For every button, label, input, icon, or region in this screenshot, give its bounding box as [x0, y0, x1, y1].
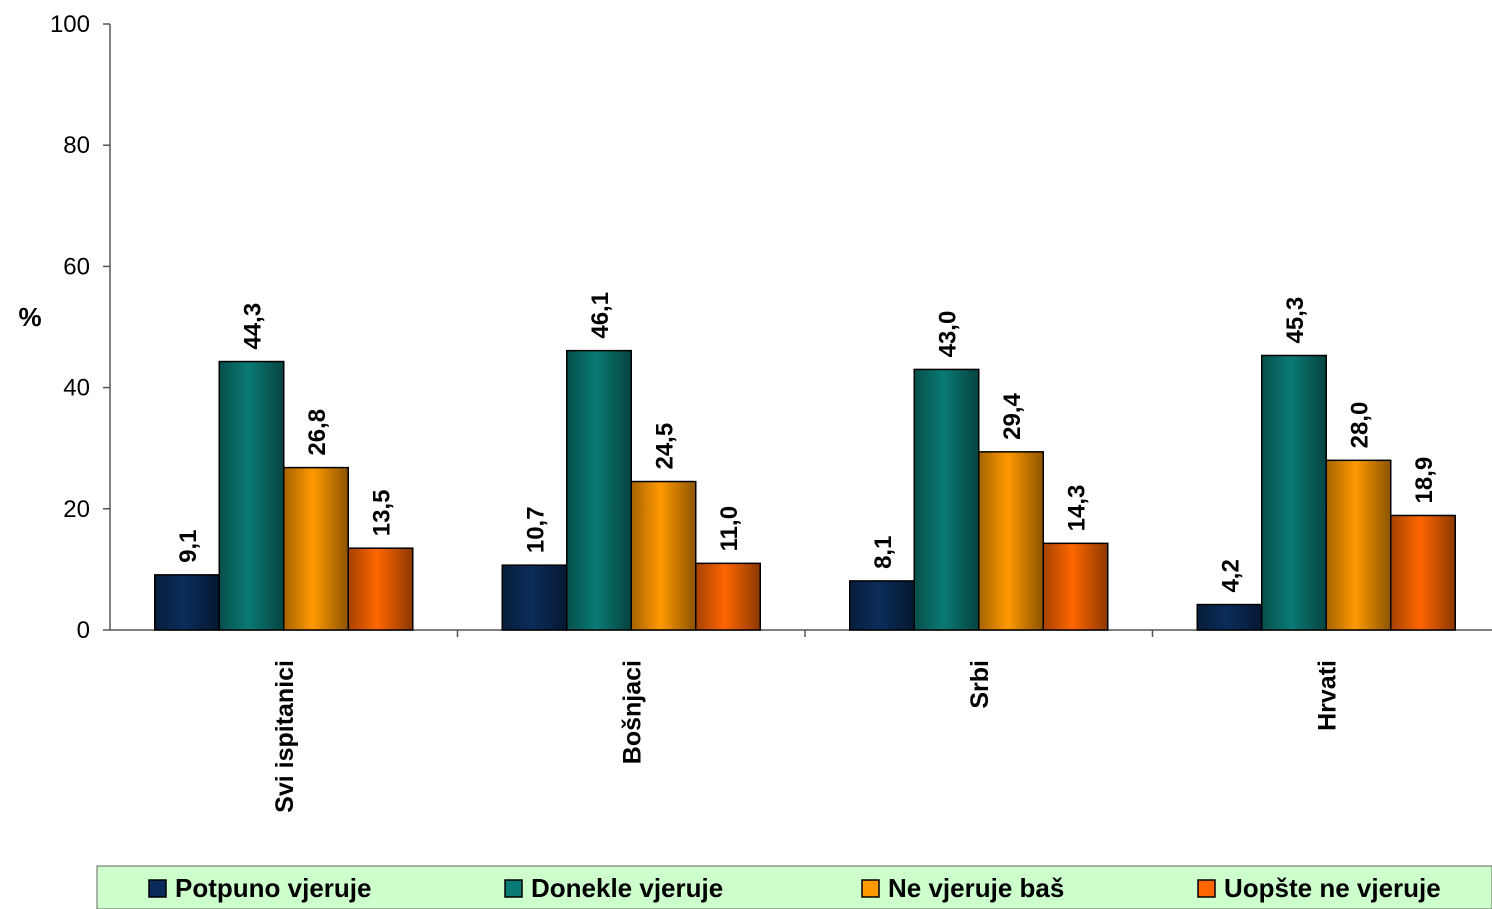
data-labels: 9,1 44,3 26,8 13,5 10,7 46,1 24,5 11,0 8,1 43,0 29…	[175, 292, 1438, 593]
data-label: 43,0	[935, 311, 962, 358]
data-label: 29,4	[999, 392, 1026, 439]
legend-label: Potpuno vjeruje	[175, 873, 371, 903]
category-label: Bošnjaci	[618, 660, 646, 764]
bar-srbi-series-1	[849, 580, 915, 631]
legend-box	[96, 865, 1492, 909]
legend-swatch	[148, 879, 167, 898]
y-tick-label: 60	[63, 253, 90, 280]
data-label: 4,2	[1218, 559, 1245, 592]
data-label: 45,3	[1282, 297, 1309, 344]
bar-svi-ispitanici-series-2	[218, 360, 285, 631]
bar-hrvati-series-3	[1325, 459, 1392, 631]
y-tick-label: 0	[77, 617, 90, 644]
y-tick-label: 40	[63, 375, 90, 402]
legend-label: Donekle vjeruje	[531, 873, 723, 903]
legend-label: Uopšte ne vjeruje	[1224, 873, 1441, 903]
bar-srbi-series-3	[978, 451, 1044, 631]
data-label: 18,9	[1411, 457, 1438, 504]
y-axis-label: %	[18, 302, 41, 332]
category-label: Srbi	[966, 660, 994, 709]
bar-hrvati-series-1	[1196, 603, 1263, 631]
category-label: Hrvati	[1313, 660, 1341, 731]
bar-bo-njaci-series-1	[501, 564, 568, 631]
bar-bo-njaci-series-2	[566, 349, 632, 631]
data-label: 28,0	[1347, 402, 1374, 449]
bar-hrvati-series-4	[1390, 514, 1456, 631]
legend-swatch	[504, 879, 523, 898]
data-label: 24,5	[652, 423, 679, 470]
data-label: 13,5	[369, 489, 396, 536]
y-tick-label: 20	[63, 496, 90, 523]
data-label: 46,1	[587, 292, 614, 339]
legend-label: Ne vjeruje baš	[888, 873, 1064, 903]
bar-srbi-series-4	[1042, 542, 1109, 631]
bar-srbi-series-2	[913, 368, 980, 631]
bar-bo-njaci-series-3	[630, 480, 697, 631]
data-label: 44,3	[240, 303, 267, 350]
bars	[154, 349, 1456, 631]
data-label: 11,0	[716, 506, 743, 551]
category-label: Svi ispitanici	[271, 660, 299, 813]
bar-svi-ispitanici-series-4	[347, 547, 414, 631]
bar-bo-njaci-series-4	[695, 562, 761, 631]
bar-svi-ispitanici-series-1	[154, 574, 220, 631]
data-label: 26,8	[304, 409, 331, 456]
data-label: 9,1	[175, 529, 202, 562]
legend: Potpuno vjeruje Donekle vjeruje Ne vjeruje…	[96, 865, 1492, 909]
data-label: 8,1	[870, 536, 897, 569]
bar-svi-ispitanici-series-3	[283, 466, 349, 631]
y-tick-label: 100	[50, 11, 90, 38]
data-label: 10,7	[523, 506, 550, 553]
data-label: 14,3	[1064, 485, 1091, 532]
axes: 0 20 40 60 80 100 Svi ispitanici Bošnjaci Srbi Hr…	[50, 11, 1492, 813]
legend-swatch	[861, 879, 880, 898]
y-tick-label: 80	[63, 132, 90, 159]
legend-swatch	[1197, 879, 1216, 898]
bar-hrvati-series-2	[1261, 354, 1327, 631]
